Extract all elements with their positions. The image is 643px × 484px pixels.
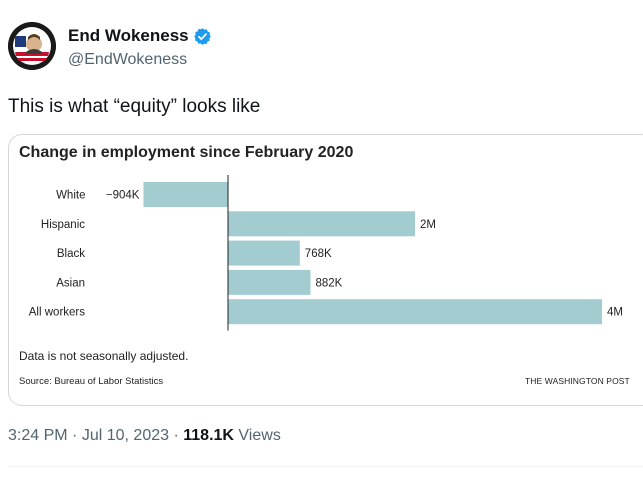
value-label: 882K bbox=[315, 277, 342, 289]
value-label: −904K bbox=[106, 190, 140, 202]
employment-bar-chart: White −904K Hispanic 2M Black 768K Asian 882K Al… bbox=[29, 175, 623, 331]
bar-black bbox=[228, 240, 300, 266]
display-name[interactable]: End Wokeness bbox=[68, 26, 212, 46]
bar-all-workers bbox=[228, 299, 602, 325]
avatar-logo-icon bbox=[8, 22, 56, 70]
views-count[interactable]: 118.1K bbox=[183, 427, 234, 444]
tweet-time[interactable]: 3:24 PM bbox=[8, 427, 68, 444]
handle[interactable]: @EndWokeness bbox=[68, 51, 188, 68]
bar-white bbox=[143, 182, 228, 207]
verified-badge-icon[interactable] bbox=[193, 27, 212, 46]
chart-credit: THE WASHINGTON POST bbox=[525, 376, 630, 386]
bar-asian bbox=[228, 269, 311, 295]
avatar[interactable] bbox=[8, 22, 56, 70]
bar-hispanic bbox=[228, 211, 415, 237]
views-label: Views bbox=[238, 427, 281, 444]
value-label: 2M bbox=[420, 219, 436, 231]
meta-separator: · bbox=[72, 427, 78, 444]
tweet-text: This is what “equity” looks like bbox=[8, 96, 261, 117]
chart-image-card[interactable]: Change in employment since February 2020… bbox=[8, 134, 643, 406]
category-label: Black bbox=[57, 248, 85, 260]
chart-source: Source: Bureau of Labor Statistics bbox=[19, 376, 164, 387]
tweet-meta: 3:24 PM · Jul 10, 2023 · 118.1K Views bbox=[8, 426, 281, 446]
chart-note: Data is not seasonally adjusted. bbox=[19, 349, 189, 363]
value-label: 4M bbox=[607, 307, 623, 319]
category-label: Hispanic bbox=[41, 219, 85, 231]
value-label: 768K bbox=[305, 248, 332, 260]
category-label: Asian bbox=[56, 277, 85, 289]
category-label: All workers bbox=[29, 307, 85, 319]
tweet-header: End Wokeness @EndWokeness bbox=[8, 22, 628, 78]
divider bbox=[8, 466, 643, 467]
chart-title: Change in employment since February 2020 bbox=[19, 144, 354, 161]
tweet-date[interactable]: Jul 10, 2023 bbox=[81, 427, 170, 444]
meta-separator-2: · bbox=[173, 427, 179, 444]
category-label: White bbox=[56, 190, 85, 202]
display-name-text[interactable]: End Wokeness bbox=[68, 26, 189, 45]
